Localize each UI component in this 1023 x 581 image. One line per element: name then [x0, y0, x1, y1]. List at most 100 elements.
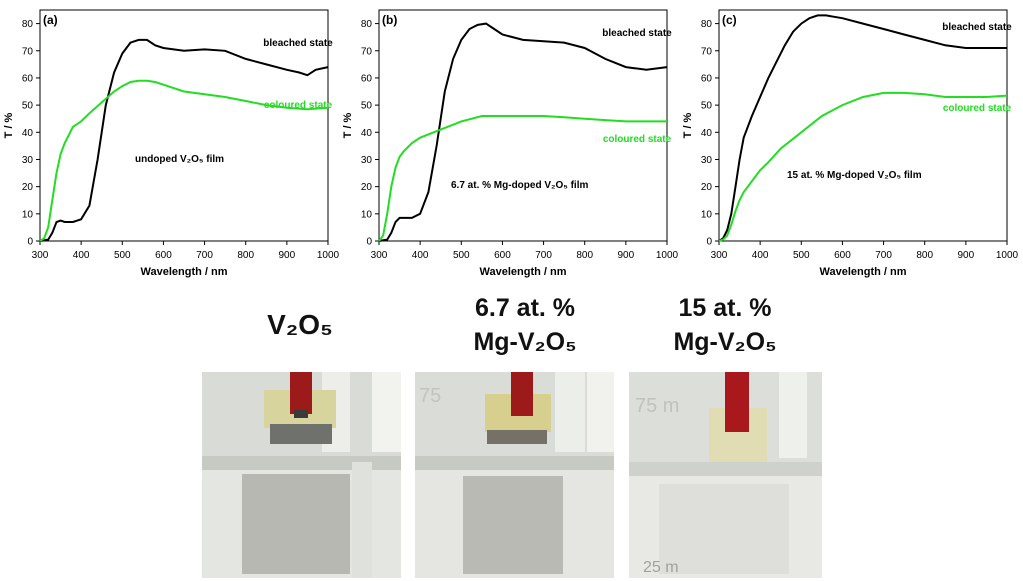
plot-frame [39, 9, 329, 242]
coloured-state-label: coloured state [264, 100, 333, 111]
y-tick-label: 80 [361, 19, 373, 30]
chart-svg-b: 300 400 500 600 700 800 900 1000 0 10 20 30 40 50 60 70… [342, 9, 679, 278]
bleached-state-line [39, 38, 329, 242]
sample-label-undoped-main: V₂O₅ [267, 309, 333, 340]
bleached-state-label: bleached state [602, 28, 672, 39]
photo-15-sample: 75 m 25 m [629, 372, 822, 578]
y-axis-label: T / % [3, 112, 15, 138]
sample-label-6-7-line2: Mg-V₂O₅ [473, 328, 577, 356]
x-tick-label: 500 [793, 250, 810, 261]
y-tick-label: 30 [361, 155, 373, 166]
coloured-state-label: coloured state [603, 134, 672, 145]
x-tick-label: 500 [114, 250, 131, 261]
panel-label: (c) [722, 13, 737, 27]
coloured-state-line [378, 115, 667, 242]
sample-label-6-7: 6.7 at. % Mg-V₂O₅ [425, 293, 625, 357]
y-tick-label: 60 [22, 73, 34, 84]
y-tick-label: 20 [22, 182, 34, 193]
y-tick-label: 20 [361, 182, 373, 193]
y-tick-label: 0 [27, 237, 33, 248]
y-tick-label: 20 [701, 182, 713, 193]
sample-label-undoped: V₂O₅ [210, 310, 390, 340]
coloured-state-label: coloured state [943, 103, 1012, 114]
y-tick-label: 40 [22, 128, 34, 139]
y-axis-label: T / % [342, 112, 354, 138]
x-tick-label: 700 [535, 250, 552, 261]
y-tick-label: 10 [22, 209, 34, 220]
x-tick-label: 900 [279, 250, 296, 261]
y-tick-label: 50 [22, 101, 34, 112]
x-tick-label: 300 [371, 250, 388, 261]
x-tick-label: 300 [711, 250, 728, 261]
film-annotation: undoped V₂O₅ film [135, 154, 224, 165]
x-tick-label: 300 [32, 250, 49, 261]
y-tick-label: 80 [22, 19, 34, 30]
chart-panel-b: 300 400 500 600 700 800 900 1000 0 10 20 30 40 50 60 70… [339, 0, 679, 285]
film-annotation: 6.7 at. % Mg-doped V₂O₅ film [451, 180, 588, 191]
x-tick-label: 400 [412, 250, 429, 261]
bleached-state-label: bleached state [942, 22, 1012, 33]
x-axis-label: Wavelength / nm [820, 266, 907, 278]
x-tick-label: 600 [834, 250, 851, 261]
y-tick-label: 10 [701, 209, 713, 220]
x-tick-label: 600 [494, 250, 511, 261]
photo-15-drawing: 75 m 25 m [629, 372, 822, 578]
sample-label-15-line1: 15 at. % [678, 294, 772, 322]
sample-label-15-line2: Mg-V₂O₅ [673, 328, 777, 356]
y-tick-label: 60 [701, 73, 713, 84]
x-tick-label: 900 [958, 250, 975, 261]
y-tick-label: 0 [366, 237, 372, 248]
y-tick-label: 70 [361, 46, 373, 57]
y-axis-label: T / % [682, 112, 694, 138]
photo-6-7-drawing: 75 [415, 372, 614, 578]
photo-15-scale-label-top: 75 m [635, 395, 679, 417]
y-tick-label: 80 [701, 19, 713, 30]
x-tick-label: 900 [618, 250, 635, 261]
photo-undoped-drawing [202, 372, 401, 578]
chart-panel-a: 300 400 500 600 700 800 900 1000 0 10 20 30 40 50 60 70… [0, 0, 340, 285]
bleached-state-label: bleached state [263, 38, 333, 49]
y-tick-label: 50 [361, 101, 373, 112]
x-tick-label: 500 [453, 250, 470, 261]
plot-frame [378, 9, 668, 242]
x-tick-label: 400 [73, 250, 90, 261]
sample-label-15: 15 at. % Mg-V₂O₅ [625, 293, 825, 357]
bleached-state-line [378, 22, 668, 242]
x-tick-label: 700 [196, 250, 213, 261]
photo-undoped-sample [202, 372, 401, 578]
x-tick-label: 600 [155, 250, 172, 261]
y-tick-label: 30 [701, 155, 713, 166]
x-tick-label: 1000 [996, 250, 1019, 261]
x-tick-label: 800 [916, 250, 933, 261]
y-tick-label: 70 [22, 46, 34, 57]
y-tick-label: 60 [361, 73, 373, 84]
photo-6-7-sample: 75 [415, 372, 614, 578]
chart-svg-a: 300 400 500 600 700 800 900 1000 0 10 20 30 40 50 60 70… [3, 9, 340, 278]
bleached-state-line [718, 14, 1007, 242]
photo-15-scale-label-bottom: 25 m [643, 559, 679, 576]
y-tick-label: 30 [22, 155, 34, 166]
x-tick-label: 400 [752, 250, 769, 261]
coloured-state-line [39, 79, 329, 242]
y-tick-label: 10 [361, 209, 373, 220]
plot-frame [718, 9, 1008, 242]
y-tick-label: 0 [706, 237, 712, 248]
y-tick-label: 70 [701, 46, 713, 57]
panel-label: (a) [43, 13, 58, 27]
chart-svg-c: 300 400 500 600 700 800 900 1000 0 10 20 30 40 50 60 70… [682, 9, 1019, 278]
x-tick-label: 800 [576, 250, 593, 261]
x-tick-label: 800 [237, 250, 254, 261]
x-tick-label: 1000 [317, 250, 340, 261]
y-tick-label: 40 [361, 128, 373, 139]
y-tick-label: 40 [701, 128, 713, 139]
x-tick-label: 1000 [656, 250, 679, 261]
film-annotation: 15 at. % Mg-doped V₂O₅ film [787, 170, 922, 181]
sample-label-6-7-line1: 6.7 at. % [474, 294, 576, 322]
photo-6-7-scale-label: 75 [419, 385, 441, 407]
y-tick-label: 50 [701, 101, 713, 112]
panel-label: (b) [382, 13, 397, 27]
coloured-state-line [718, 91, 1008, 242]
x-axis-label: Wavelength / nm [480, 266, 567, 278]
x-axis-label: Wavelength / nm [141, 266, 228, 278]
x-tick-label: 700 [875, 250, 892, 261]
